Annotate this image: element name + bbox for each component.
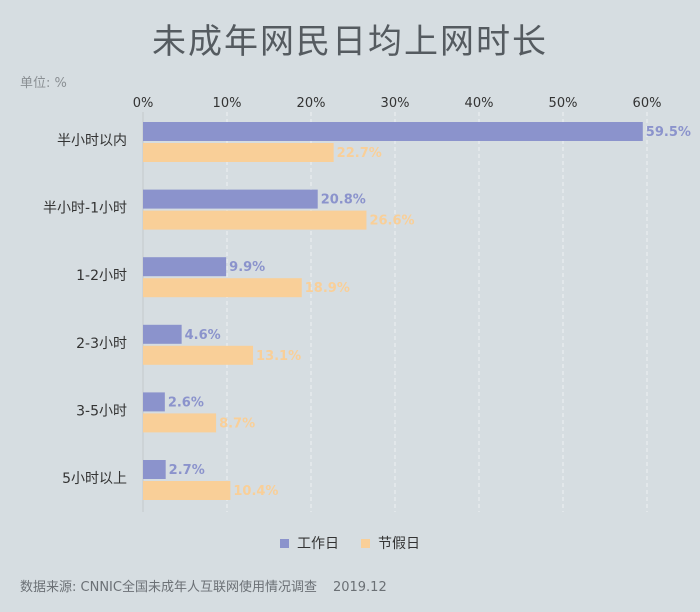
bar-holiday[interactable] [143, 143, 334, 162]
category-label: 半小时以内 [57, 133, 127, 149]
source-note: 数据来源: CNNIC全国未成年人互联网使用情况调查 2019.12 [20, 576, 387, 595]
category-label: 2-3小时 [76, 336, 127, 352]
x-axis-ticks: 0% 10% 20% 30% 40% 50% 60% [133, 96, 662, 111]
bar-workday[interactable] [143, 392, 165, 412]
data-label-workday: 20.8% [321, 193, 366, 208]
data-labels: 59.5% 22.7% 20.8%26.6% 9.9% 18.9% 4.6% 13.1% 2.… [168, 125, 691, 499]
bar-workday[interactable] [143, 257, 227, 277]
legend-label-holiday: 节假日 [378, 536, 420, 552]
data-label-workday: 4.6% [185, 328, 221, 343]
legend-item-holiday[interactable]: 节假日 [361, 533, 420, 553]
x-tick-label: 0% [133, 96, 154, 111]
data-label-workday: 2.7% [169, 463, 205, 478]
x-tick-label: 10% [213, 96, 242, 111]
legend-swatch-workday [280, 538, 289, 548]
bar-holiday[interactable] [143, 210, 367, 230]
source-text: 数据来源: CNNIC全国未成年人互联网使用情况调查 [20, 580, 317, 595]
data-label-holiday: 18.9% [305, 281, 350, 296]
x-tick-label: 60% [633, 96, 662, 111]
x-tick-label: 40% [465, 96, 494, 111]
data-label-holiday: 26.6% [369, 214, 414, 229]
x-tick-label: 50% [549, 96, 578, 111]
data-label-holiday: 8.7% [219, 416, 255, 431]
category-label: 3-5小时 [76, 403, 127, 419]
x-tick-label: 20% [297, 96, 326, 111]
bar-workday[interactable] [143, 189, 318, 209]
bar-workday[interactable] [143, 460, 166, 479]
bar-workday[interactable] [143, 324, 182, 344]
data-label-holiday: 22.7% [337, 146, 382, 161]
bars [143, 122, 643, 500]
x-tick-label: 30% [381, 96, 410, 111]
legend-swatch-holiday [361, 538, 370, 548]
bar-holiday[interactable] [143, 345, 254, 365]
data-label-workday: 59.5% [646, 125, 691, 140]
unit-label: 单位: % [20, 76, 67, 91]
category-label: 半小时-1小时 [43, 201, 127, 217]
bar-workday[interactable] [143, 122, 643, 141]
data-label-workday: 2.6% [168, 395, 204, 410]
bar-holiday[interactable] [143, 278, 302, 298]
chart-title: 未成年网民日均上网时长 [152, 22, 548, 62]
legend-label-workday: 工作日 [297, 536, 339, 552]
bar-holiday[interactable] [143, 481, 231, 500]
data-label-holiday: 10.4% [233, 484, 278, 499]
category-label: 1-2小时 [76, 268, 127, 284]
legend-item-workday[interactable]: 工作日 [280, 533, 339, 553]
bar-holiday[interactable] [143, 413, 217, 433]
data-label-holiday: 13.1% [256, 349, 301, 364]
data-label-workday: 9.9% [229, 260, 265, 275]
grid-layer [142, 112, 648, 512]
category-label: 5小时以上 [62, 471, 127, 487]
legend: 工作日 节假日 [0, 533, 700, 553]
source-date: 2019.12 [332, 580, 387, 595]
